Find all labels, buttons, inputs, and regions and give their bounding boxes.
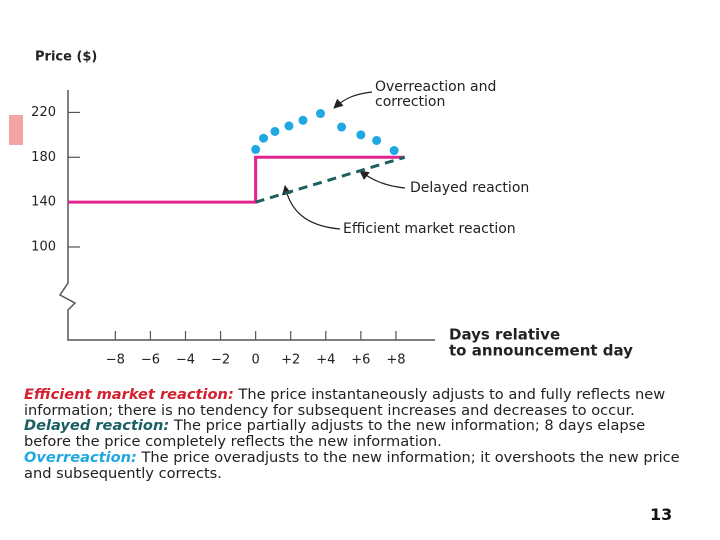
x-tick-label: +8 — [386, 353, 405, 368]
note-text: The price instantaneously adjusts to and… — [24, 386, 666, 419]
data-point — [270, 126, 280, 136]
data-point — [259, 133, 269, 143]
series-line — [68, 155, 405, 204]
decoration — [9, 115, 23, 145]
y-tick-label: 140 — [31, 195, 56, 210]
annotation: Efficient market reaction — [343, 221, 516, 237]
note-term: Overreaction: — [24, 448, 137, 466]
annotation-arrow — [359, 170, 406, 189]
note: Overreaction: The price overadjusts to t… — [24, 448, 696, 482]
y-axis-label: Price ($) — [35, 50, 97, 65]
data-point — [372, 135, 382, 145]
x-tick-label: 0 — [251, 353, 259, 368]
note-text: The price overadjusts to the new informa… — [24, 448, 680, 482]
notes: Efficient market reaction: The price ins… — [24, 387, 696, 481]
y-tick-label: 180 — [31, 150, 56, 165]
data-point — [337, 122, 347, 132]
x-tick-label: +6 — [351, 353, 370, 368]
note-term: Delayed reaction: — [24, 417, 170, 435]
chart: Price ($) Days relative to announcement … — [9, 50, 633, 368]
note-term: Efficient market reaction: — [24, 386, 234, 403]
x-axis-label: Days relative — [449, 326, 560, 344]
data-point — [251, 144, 261, 154]
slide-number: 13 — [650, 505, 673, 524]
x-tick-label: −2 — [211, 353, 230, 368]
note: Delayed reaction: The price partially ad… — [24, 418, 696, 449]
x-tick-label: −6 — [141, 353, 160, 368]
y-tick-label: 220 — [31, 105, 56, 120]
data-point — [356, 130, 366, 140]
note-text: The price partially adjusts to the new i… — [24, 417, 646, 451]
annotation-arrow — [333, 91, 373, 109]
data-point — [389, 146, 399, 156]
annotation: Overreaction and — [375, 79, 496, 95]
x-tick-label: +4 — [316, 353, 335, 368]
series-line — [255, 155, 406, 204]
x-axis-label: to announcement day — [449, 342, 633, 360]
x-tick-label: +2 — [281, 353, 300, 368]
axes — [58, 90, 435, 341]
data-point — [298, 115, 308, 125]
data-point — [316, 109, 326, 119]
x-tick-label: −4 — [176, 353, 195, 368]
annotation: correction — [375, 94, 445, 110]
y-tick-label: 100 — [31, 240, 56, 255]
x-tick-label: −8 — [106, 353, 125, 368]
note: Efficient market reaction: The price ins… — [24, 387, 696, 418]
annotation: Delayed reaction — [410, 180, 529, 196]
annotation-arrow — [282, 185, 341, 230]
data-point — [284, 121, 294, 131]
